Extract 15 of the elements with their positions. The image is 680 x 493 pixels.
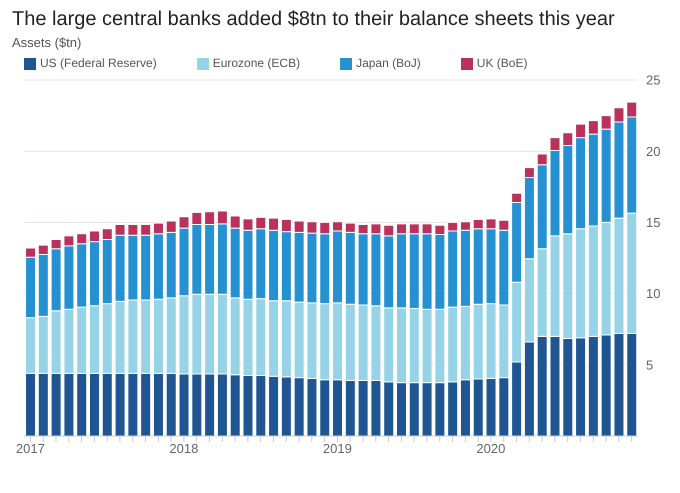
y-tick-label: 5 (646, 357, 654, 372)
legend-label: Eurozone (ECB) (212, 56, 300, 70)
y-tick-label: 20 (646, 144, 660, 159)
x-tick-label: 2018 (169, 441, 198, 456)
legend-label: US (Federal Reserve) (40, 56, 157, 70)
x-tick-label: 2019 (322, 441, 352, 456)
legend-label: UK (BoE) (476, 56, 528, 70)
y-tick-label: 10 (646, 286, 660, 302)
x-tick-label: 2017 (16, 441, 45, 456)
legend-label: Japan (BoJ) (356, 56, 421, 70)
y-tick-label: 25 (646, 72, 660, 88)
x-tick-label: 2020 (476, 441, 506, 456)
y-axis-title: Assets ($tn) (12, 35, 82, 50)
chart-title: The large central banks added $8tn to their balance sheets this year (12, 8, 616, 31)
y-tick-label: 15 (646, 215, 660, 230)
